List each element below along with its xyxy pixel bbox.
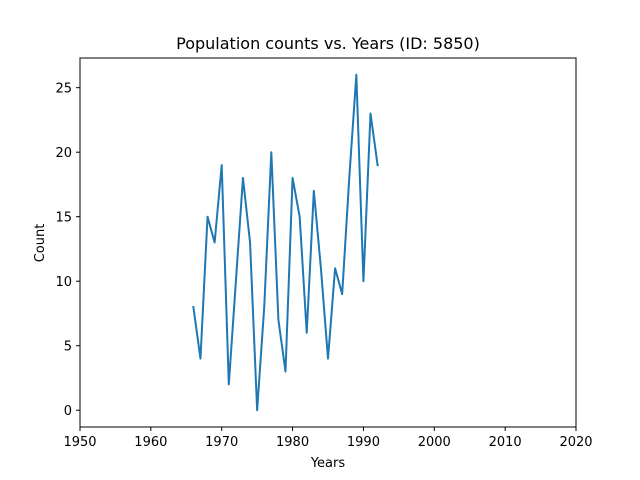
x-tick-label: 1970 bbox=[205, 435, 238, 450]
x-tick-label: 2010 bbox=[489, 435, 522, 450]
plot-area bbox=[192, 73, 379, 412]
x-axis-label: Years bbox=[310, 456, 346, 471]
y-tick-label: 10 bbox=[55, 275, 72, 290]
y-tick-label: 0 bbox=[64, 404, 72, 419]
chart-title: Population counts vs. Years (ID: 5850) bbox=[176, 34, 480, 53]
x-tick-label: 1950 bbox=[63, 435, 96, 450]
y-tick-label: 20 bbox=[55, 146, 72, 161]
y-tick-label: 5 bbox=[64, 340, 72, 355]
y-tick-label: 15 bbox=[55, 211, 72, 226]
x-tick-label: 1990 bbox=[347, 435, 380, 450]
x-tick-label: 2000 bbox=[418, 435, 451, 450]
axes-frame bbox=[79, 57, 577, 428]
y-axis-ticks: 0 5 10 15 20 25 bbox=[55, 82, 80, 419]
x-axis-ticks: 1950 1960 1970 1980 1990 2000 2010 2020 bbox=[63, 427, 593, 450]
x-tick-label: 2020 bbox=[559, 435, 592, 450]
x-tick-label: 1960 bbox=[134, 435, 167, 450]
y-axis-label: Count bbox=[33, 224, 48, 263]
x-tick-label: 1980 bbox=[276, 435, 309, 450]
y-tick-label: 25 bbox=[55, 82, 72, 97]
